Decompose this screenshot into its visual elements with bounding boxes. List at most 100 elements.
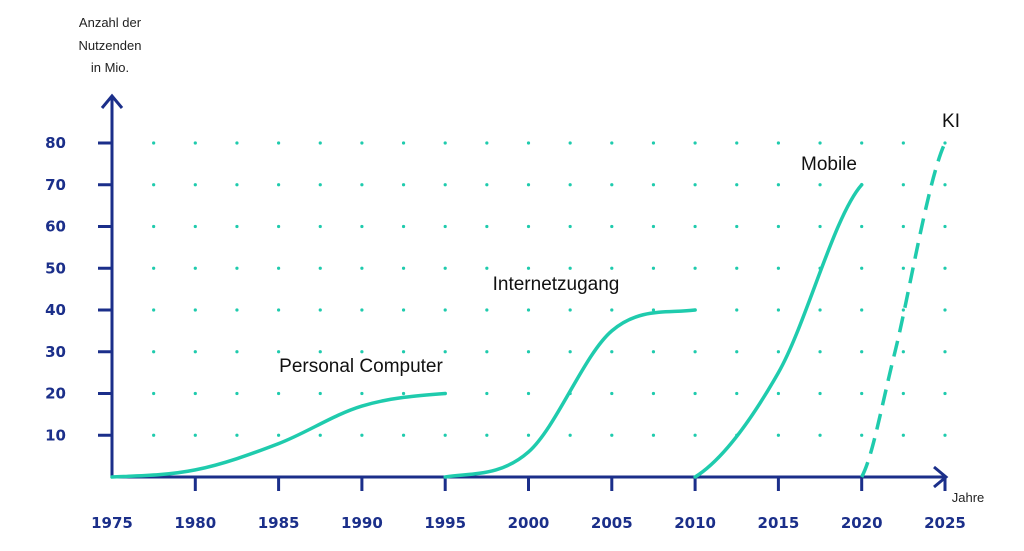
x-tick-label: 1990 bbox=[341, 514, 383, 532]
grid-dot bbox=[360, 391, 364, 396]
y-axis-label-line-3: in Mio. bbox=[91, 60, 129, 75]
grid-dot bbox=[443, 266, 447, 270]
grid-dot bbox=[277, 308, 281, 312]
grid-dot bbox=[318, 183, 322, 187]
grid-dot bbox=[277, 391, 281, 396]
grid-dot bbox=[485, 308, 489, 312]
grid-dot bbox=[360, 433, 364, 437]
grid-dot bbox=[318, 433, 322, 437]
grid-dot bbox=[610, 224, 614, 229]
grid-dot bbox=[235, 224, 239, 229]
x-tick-label: 1985 bbox=[258, 514, 300, 532]
grid-dot bbox=[152, 224, 156, 229]
grid-dot bbox=[152, 433, 156, 437]
grid-dot bbox=[152, 350, 156, 354]
grid-dot bbox=[277, 350, 281, 354]
grid-dot bbox=[318, 308, 322, 312]
x-axis-label: Jahre bbox=[952, 490, 985, 505]
grid-dot bbox=[818, 183, 822, 187]
grid-dot bbox=[776, 183, 781, 187]
grid-dot bbox=[193, 308, 197, 312]
grid-dot bbox=[401, 141, 406, 145]
grid-dot bbox=[235, 183, 239, 187]
grid-dot bbox=[485, 266, 489, 270]
x-tick-label: 1995 bbox=[424, 514, 466, 532]
x-tick-label: 2025 bbox=[924, 514, 966, 532]
grid-dot bbox=[943, 141, 947, 145]
grid-dot bbox=[152, 391, 156, 396]
grid-dot bbox=[818, 141, 822, 145]
grid-dot bbox=[901, 350, 905, 354]
grid-dot bbox=[610, 308, 614, 312]
grid-dot bbox=[193, 183, 197, 187]
grid-dot bbox=[277, 433, 281, 437]
y-tick-label: 60 bbox=[45, 218, 66, 236]
grid-dot bbox=[860, 224, 864, 229]
series-line-ki bbox=[860, 142, 947, 478]
grid-dot bbox=[485, 183, 489, 187]
y-axis-label-line-2: Nutzenden bbox=[79, 38, 142, 53]
grid-dot bbox=[485, 141, 489, 145]
grid-dot bbox=[526, 391, 531, 396]
grid-dot bbox=[860, 391, 864, 396]
grid-dot bbox=[360, 266, 364, 270]
grid-dot bbox=[152, 183, 156, 187]
y-tick-label: 50 bbox=[45, 259, 66, 277]
grid-dot bbox=[152, 141, 156, 145]
grid-dot bbox=[943, 391, 947, 396]
grid-dot bbox=[401, 433, 406, 437]
grid-dot bbox=[943, 308, 947, 312]
grid-dot bbox=[735, 308, 739, 312]
grid-dot bbox=[235, 391, 239, 396]
y-axis-arrow-icon bbox=[100, 93, 124, 109]
grid-dot bbox=[443, 308, 447, 312]
grid-dot bbox=[360, 350, 364, 354]
grid-dot bbox=[693, 433, 697, 437]
x-tick-label: 2020 bbox=[841, 514, 883, 532]
grid-dot bbox=[693, 266, 697, 270]
grid-dot bbox=[693, 183, 697, 187]
grid-dot bbox=[610, 350, 614, 354]
grid-dot bbox=[651, 433, 656, 437]
grid-dot bbox=[776, 266, 781, 270]
grid-dot bbox=[860, 266, 864, 270]
grid-dot bbox=[235, 433, 239, 437]
grid-dot bbox=[776, 308, 781, 312]
grid-dot bbox=[485, 350, 489, 354]
x-tick-label: 2000 bbox=[508, 514, 550, 532]
grid-dot bbox=[901, 308, 905, 312]
x-tick-label: 2005 bbox=[591, 514, 633, 532]
grid-dot bbox=[568, 350, 572, 354]
grid-dot bbox=[860, 350, 864, 354]
x-ticks: 1975 1980 1985 1990 1995 2000 2005 2010 2015 2020… bbox=[91, 477, 966, 532]
grid-dot bbox=[860, 308, 864, 312]
grid-dot bbox=[943, 433, 947, 437]
series-label-internetzugang: Internetzugang bbox=[493, 274, 620, 295]
grid-dot bbox=[651, 308, 656, 312]
grid-dot bbox=[735, 224, 739, 229]
grid-dot bbox=[651, 224, 656, 229]
grid-dot bbox=[401, 391, 406, 396]
grid-dot bbox=[860, 141, 864, 145]
grid-dot bbox=[943, 183, 947, 187]
grid-dot bbox=[776, 141, 781, 145]
x-tick-label: 2015 bbox=[758, 514, 800, 532]
grid-dot bbox=[818, 433, 822, 437]
grid-dot bbox=[526, 224, 531, 229]
grid-dot bbox=[610, 141, 614, 145]
grid-dot bbox=[568, 308, 572, 312]
grid-dot bbox=[610, 183, 614, 187]
grid-dot bbox=[193, 266, 197, 270]
grid-dot bbox=[693, 224, 697, 229]
grid-dot bbox=[318, 266, 322, 270]
y-tick-label: 20 bbox=[45, 385, 66, 403]
grid-dot bbox=[526, 308, 531, 312]
grid-dot bbox=[901, 141, 905, 145]
grid-dot bbox=[235, 141, 239, 145]
grid-dot bbox=[526, 141, 531, 145]
series-label-personal-computer: Personal Computer bbox=[279, 356, 443, 377]
grid-dot bbox=[651, 183, 656, 187]
x-tick-label: 1980 bbox=[174, 514, 216, 532]
grid-dot bbox=[568, 183, 572, 187]
